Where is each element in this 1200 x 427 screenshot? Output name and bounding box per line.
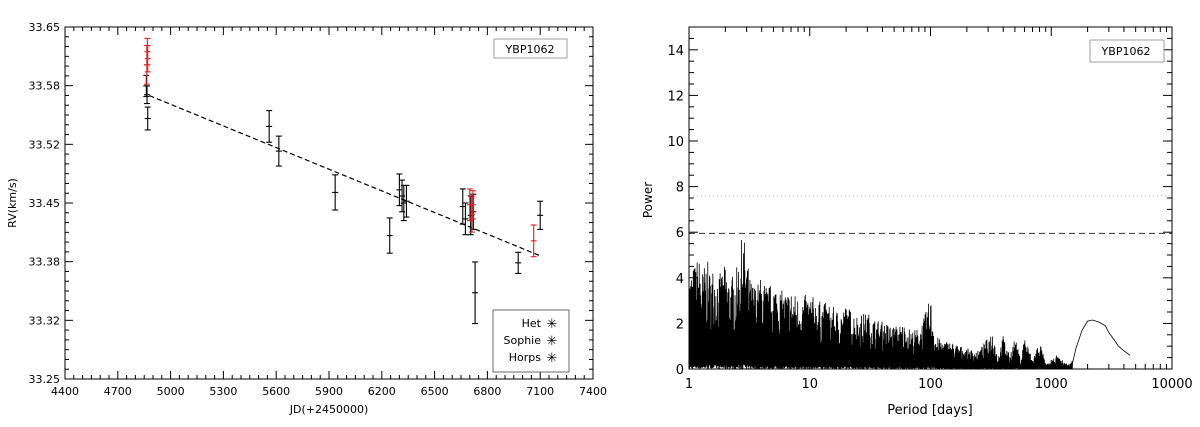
rv-y-tick-label: 33.25	[29, 373, 61, 386]
rv-data-point-horps	[275, 135, 282, 167]
rv-x-axis-label: JD(+2450000)	[289, 403, 369, 416]
rv-data-point-horps	[396, 173, 403, 207]
periodogram-power-curve	[688, 240, 1131, 370]
rv-trend-line	[149, 95, 541, 257]
periodogram-y-tick-label: 0	[676, 363, 684, 378]
periodogram-y-tick-label: 4	[676, 272, 684, 287]
rv-x-tick-label: 5900	[315, 385, 343, 398]
rv-legend-box	[492, 309, 570, 373]
periodogram-y-tick-label: 14	[667, 44, 684, 59]
periodogram-y-tick-label: 12	[667, 89, 684, 104]
periodogram-x-tick-label: 1	[685, 377, 693, 392]
rv-plot-content	[143, 37, 544, 325]
periodogram-chart: 1 10 100 1000 10000 0 2 4 6 8 10 12 14 YBP1062 Perio…	[641, 26, 1193, 418]
periodogram-y-tick-label: 2	[676, 317, 684, 332]
periodogram-plot-frame	[688, 26, 1173, 370]
rv-x-tick-label: 4700	[104, 385, 132, 398]
periodogram-x-tick-label: 10	[801, 377, 818, 392]
rv-data-point-sophie	[144, 44, 151, 73]
periodogram-annotation-text: YBP1062	[1101, 45, 1151, 58]
rv-plot-frame	[64, 26, 594, 380]
rv-y-tick-label: 33.32	[29, 314, 61, 327]
rv-y-axis-label: RV(km/s)	[6, 178, 19, 228]
rv-data-point-sophie	[469, 190, 476, 220]
rv-legend-label: Het	[522, 317, 542, 330]
periodogram-y-tick-label: 6	[676, 226, 684, 241]
rv-data-point-horps	[144, 85, 151, 105]
rv-y-tick-label: 33.38	[29, 256, 61, 269]
rv-x-tick-label: 6500	[421, 385, 449, 398]
rv-y-tick-label: 33.45	[29, 197, 61, 210]
periodogram-y-tick-label: 10	[667, 135, 684, 150]
rv-chart: 4400 4700 5000 5300 5600 5900 6200 6500 6800 7100…	[6, 21, 607, 416]
rv-x-tick-label: 4400	[51, 385, 79, 398]
rv-x-tick-label: 5600	[262, 385, 290, 398]
rv-x-tick-label: 6200	[368, 385, 396, 398]
rv-data-point-horps	[386, 217, 393, 254]
rv-y-tick-label: 33.58	[29, 80, 61, 93]
rv-data-point-horps	[537, 200, 544, 230]
periodogram-y-axis-label: Power	[641, 182, 655, 218]
periodogram-annotation-box	[1089, 39, 1165, 63]
rv-legend-symbol: ✳	[547, 351, 558, 366]
periodogram-annotation: YBP1062	[1089, 39, 1165, 63]
rv-x-tick-label: 5300	[209, 385, 237, 398]
rv-data-point-horps	[459, 188, 466, 225]
rv-data-point-horps	[472, 261, 479, 325]
rv-data-point-sophie	[530, 224, 537, 258]
periodogram-x-tick-label: 10000	[1151, 377, 1192, 392]
rv-data-point-horps	[266, 110, 273, 143]
rv-axis-ticks: 4400 4700 5000 5300 5600 5900 6200 6500 6800 7100…	[29, 21, 608, 398]
rv-annotation-text: YBP1062	[505, 43, 555, 56]
rv-legend-symbol: ✳	[547, 334, 558, 349]
rv-x-tick-label: 6800	[473, 385, 501, 398]
periodogram-x-tick-label: 100	[918, 377, 943, 392]
rv-data-point-horps	[332, 174, 339, 211]
periodogram-plot-content	[688, 195, 1172, 370]
rv-x-tick-label: 7100	[526, 385, 554, 398]
rv-data-point-horps	[462, 202, 469, 236]
rv-data-point-sophie	[468, 196, 475, 233]
periodogram-x-tick-label: 1000	[1035, 377, 1068, 392]
rv-annotation-box	[493, 38, 568, 59]
rv-legend-symbol: ✳	[547, 317, 558, 332]
rv-data-point-horps	[515, 251, 522, 274]
periodogram-y-tick-label: 8	[676, 181, 684, 196]
rv-x-tick-label: 7400	[579, 385, 607, 398]
rv-legend-label: Sophie	[504, 334, 542, 347]
rv-legend-label: Horps	[509, 351, 542, 364]
rv-y-tick-label: 33.52	[29, 138, 61, 151]
rv-annotation: YBP1062	[493, 38, 568, 59]
periodogram-x-axis-label: Period [days]	[887, 403, 973, 418]
rv-y-tick-label: 33.65	[29, 21, 61, 34]
rv-x-tick-label: 5000	[157, 385, 185, 398]
rv-data-point-horps	[403, 184, 410, 218]
rv-data-point-horps	[144, 106, 151, 131]
rv-legend: Het ✳ Sophie ✳ Horps ✳	[492, 309, 570, 373]
